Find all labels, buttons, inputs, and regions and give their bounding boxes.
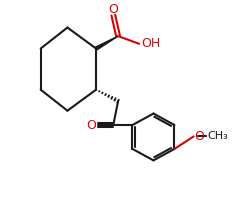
- Polygon shape: [95, 36, 118, 50]
- Text: O: O: [86, 119, 96, 132]
- Text: O: O: [108, 3, 118, 16]
- Text: O: O: [195, 130, 204, 143]
- Text: CH₃: CH₃: [207, 131, 228, 141]
- Text: OH: OH: [141, 37, 160, 50]
